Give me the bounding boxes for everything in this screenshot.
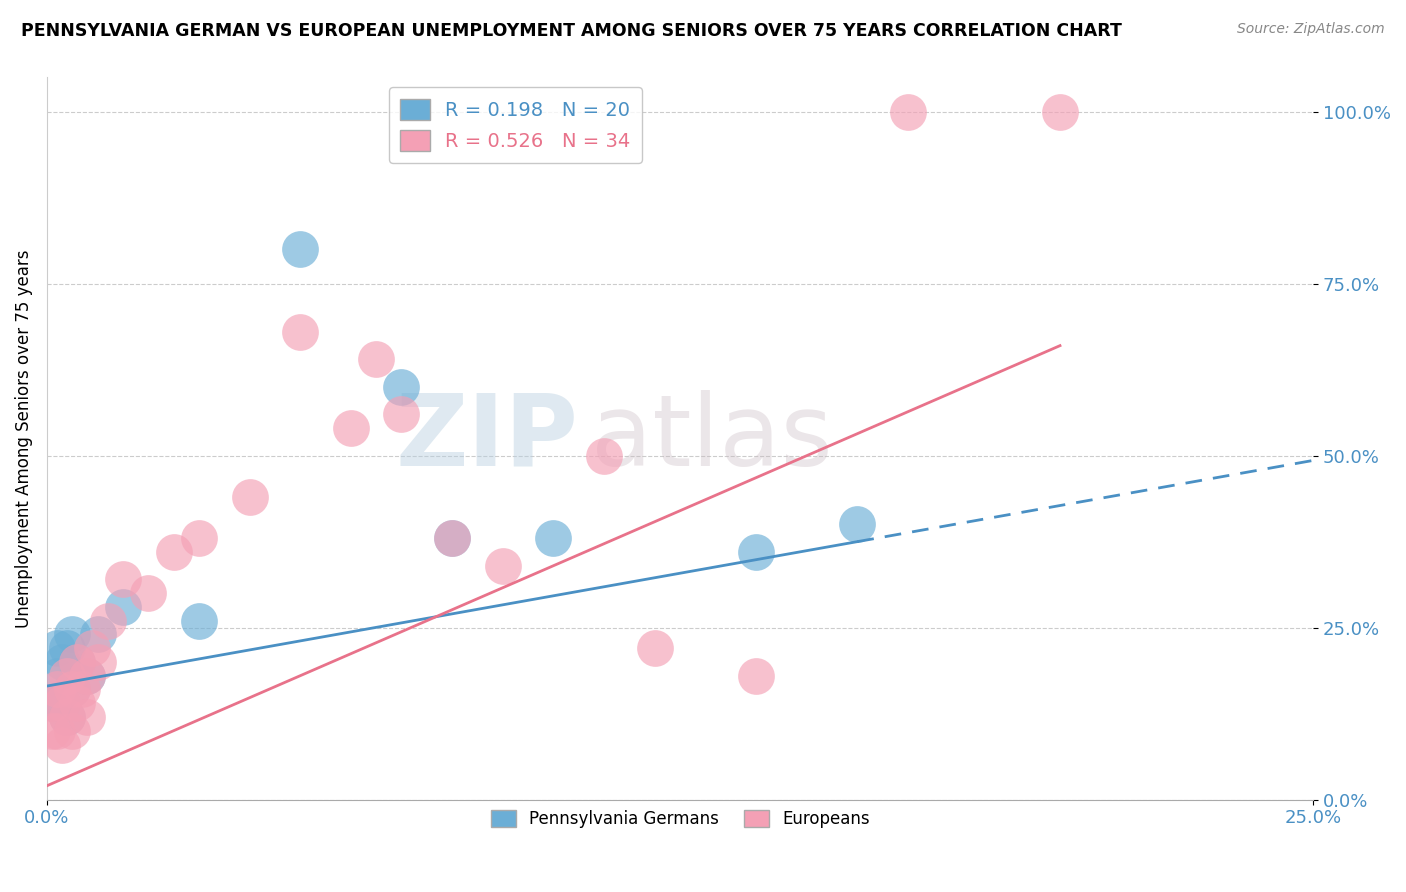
- Point: [86, 655, 108, 669]
- Point: [543, 531, 565, 545]
- Point: [56, 710, 79, 724]
- Text: Source: ZipAtlas.com: Source: ZipAtlas.com: [1237, 22, 1385, 37]
- Point: [56, 641, 79, 656]
- Point: [136, 586, 159, 600]
- Point: [76, 669, 98, 683]
- Point: [86, 627, 108, 641]
- Point: [56, 669, 79, 683]
- Y-axis label: Unemployment Among Seniors over 75 years: Unemployment Among Seniors over 75 years: [15, 249, 32, 628]
- Point: [51, 655, 73, 669]
- Point: [162, 545, 184, 559]
- Point: [66, 696, 89, 710]
- Point: [46, 669, 69, 683]
- Point: [1049, 104, 1071, 119]
- Text: atlas: atlas: [592, 390, 834, 487]
- Point: [238, 490, 260, 504]
- Point: [391, 408, 413, 422]
- Point: [46, 723, 69, 738]
- Text: ZIP: ZIP: [396, 390, 579, 487]
- Point: [56, 710, 79, 724]
- Point: [60, 682, 83, 697]
- Point: [60, 723, 83, 738]
- Point: [593, 449, 616, 463]
- Point: [51, 696, 73, 710]
- Point: [76, 669, 98, 683]
- Point: [111, 573, 134, 587]
- Point: [441, 531, 464, 545]
- Point: [187, 531, 209, 545]
- Point: [745, 669, 768, 683]
- Point: [76, 710, 98, 724]
- Point: [492, 558, 515, 573]
- Point: [41, 723, 63, 738]
- Point: [82, 641, 104, 656]
- Point: [66, 655, 89, 669]
- Point: [60, 682, 83, 697]
- Point: [46, 682, 69, 697]
- Point: [97, 614, 120, 628]
- Point: [846, 517, 869, 532]
- Point: [46, 641, 69, 656]
- Text: PENNSYLVANIA GERMAN VS EUROPEAN UNEMPLOYMENT AMONG SENIORS OVER 75 YEARS CORRELA: PENNSYLVANIA GERMAN VS EUROPEAN UNEMPLOY…: [21, 22, 1122, 40]
- Point: [51, 696, 73, 710]
- Point: [897, 104, 920, 119]
- Point: [51, 738, 73, 752]
- Point: [187, 614, 209, 628]
- Point: [366, 352, 388, 367]
- Point: [441, 531, 464, 545]
- Point: [72, 682, 94, 697]
- Point: [41, 696, 63, 710]
- Point: [745, 545, 768, 559]
- Point: [288, 243, 311, 257]
- Point: [391, 380, 413, 394]
- Point: [340, 421, 363, 435]
- Point: [66, 655, 89, 669]
- Point: [60, 627, 83, 641]
- Point: [644, 641, 666, 656]
- Point: [111, 599, 134, 614]
- Point: [288, 325, 311, 339]
- Point: [41, 696, 63, 710]
- Legend: Pennsylvania Germans, Europeans: Pennsylvania Germans, Europeans: [484, 803, 876, 835]
